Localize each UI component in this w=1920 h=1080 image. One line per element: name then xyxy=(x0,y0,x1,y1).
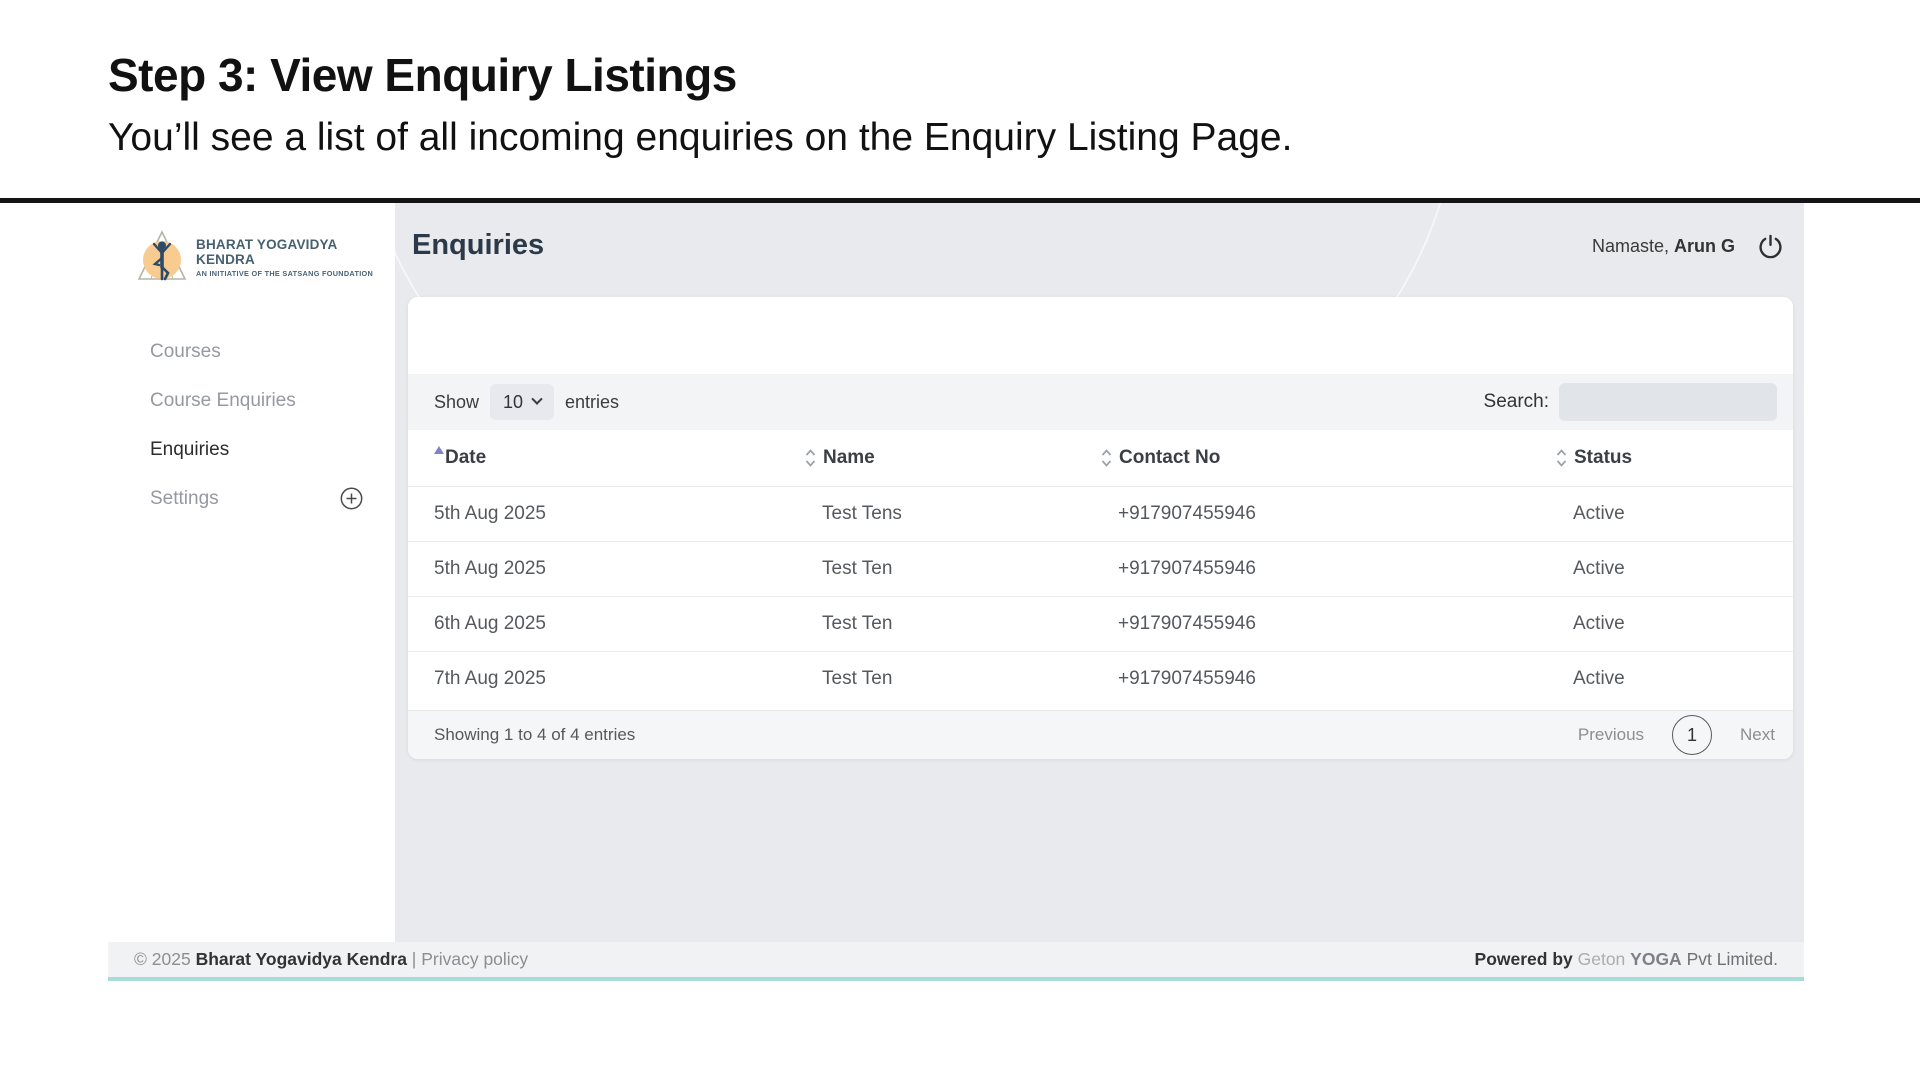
app-window: BHARAT YOGAVIDYA KENDRA AN INITIATIVE OF… xyxy=(108,203,1804,981)
sidebar-item-label: Settings xyxy=(150,488,219,509)
app-footer: © 2025 Bharat Yogavidya Kendra | Privacy… xyxy=(108,942,1804,981)
table-row[interactable]: 5th Aug 2025 Test Tens +917907455946 Act… xyxy=(408,486,1793,541)
table-header-row: Date Name Contact No xyxy=(408,430,1793,486)
sidebar-item-course-enquiries[interactable]: Course Enquiries xyxy=(108,376,395,425)
sidebar-item-enquiries[interactable]: Enquiries xyxy=(108,425,395,474)
column-header-name[interactable]: Name xyxy=(804,447,1100,469)
pagination: Previous 1 Next xyxy=(1578,715,1775,755)
column-label: Name xyxy=(823,447,875,468)
sidebar-item-label: Enquiries xyxy=(150,439,230,460)
org-name-line2: AN INITIATIVE OF THE SATSANG FOUNDATION xyxy=(196,268,374,278)
cell-contact: +917907455946 xyxy=(1118,668,1256,689)
cell-date: 6th Aug 2025 xyxy=(434,613,546,634)
column-label: Date xyxy=(445,447,487,468)
entries-summary: Showing 1 to 4 of 4 entries xyxy=(434,725,636,744)
card-header-blank-area xyxy=(408,297,1793,374)
org-name: BHARAT YOGAVIDYA KENDRA AN INITIATIVE OF… xyxy=(196,237,395,278)
chevron-down-icon xyxy=(531,393,543,405)
cell-status: Active xyxy=(1573,503,1625,524)
powered-suffix: Pvt Limited. xyxy=(1681,949,1778,969)
cell-contact: +917907455946 xyxy=(1118,558,1256,579)
next-page-button[interactable]: Next xyxy=(1740,725,1775,744)
header-user-area: Namaste, Arun G xyxy=(1592,233,1784,260)
cell-date: 5th Aug 2025 xyxy=(434,503,546,524)
sidebar-menu: Courses Course Enquiries Enquiries Setti… xyxy=(108,327,395,523)
greeting-prefix: Namaste, xyxy=(1591,236,1674,256)
page-size-control: Show 10 entries xyxy=(434,384,619,420)
org-logo: BHARAT YOGAVIDYA KENDRA AN INITIATIVE OF… xyxy=(135,229,395,285)
page-size-select[interactable]: 10 xyxy=(490,384,555,420)
cell-status: Active xyxy=(1573,668,1625,689)
search-label: Search: xyxy=(1483,391,1549,412)
yoga-logo-icon xyxy=(137,230,187,281)
cell-name: Test Ten xyxy=(822,613,893,634)
column-label: Status xyxy=(1574,447,1633,468)
table-footer: Showing 1 to 4 of 4 entries Previous 1 N… xyxy=(408,710,1793,759)
copyright-text: © 2025 Bharat Yogavidya Kendra | Privacy… xyxy=(134,949,528,970)
table-controls: Show 10 entries Search: xyxy=(408,374,1793,430)
cell-status: Active xyxy=(1573,558,1625,579)
cell-date: 7th Aug 2025 xyxy=(434,668,546,689)
power-icon[interactable] xyxy=(1757,233,1784,260)
column-label: Contact No xyxy=(1119,447,1221,468)
org-name-line1: BHARAT YOGAVIDYA KENDRA xyxy=(196,236,337,267)
tutorial-step-title: Step 3: View Enquiry Listings xyxy=(108,49,737,101)
cell-date: 5th Aug 2025 xyxy=(434,558,546,579)
search-control: Search: xyxy=(1484,383,1777,421)
sidebar-item-label: Courses xyxy=(150,341,221,362)
sidebar-item-settings[interactable]: Settings xyxy=(108,474,395,523)
sort-chevrons-icon xyxy=(805,449,816,467)
cell-name: Test Ten xyxy=(822,668,893,689)
column-header-status[interactable]: Status xyxy=(1555,447,1793,469)
sidebar-item-courses[interactable]: Courses xyxy=(108,327,395,376)
copyright-prefix: © 2025 xyxy=(134,949,196,969)
table-row[interactable]: 6th Aug 2025 Test Ten +917907455946 Acti… xyxy=(408,596,1793,651)
tutorial-step-subtitle: You’ll see a list of all incoming enquir… xyxy=(108,116,1293,159)
privacy-policy-link[interactable]: | Privacy policy xyxy=(406,949,529,969)
table-row[interactable]: 7th Aug 2025 Test Ten +917907455946 Acti… xyxy=(408,651,1793,706)
brand-light: Geton xyxy=(1577,949,1631,969)
cell-name: Test Ten xyxy=(822,558,893,579)
enquiries-card: Show 10 entries Search: Date xyxy=(408,297,1793,759)
separator-line xyxy=(0,198,1920,203)
search-input[interactable] xyxy=(1559,383,1777,421)
circle-plus-icon[interactable] xyxy=(340,487,363,510)
entries-label: entries xyxy=(565,391,620,412)
sidebar: BHARAT YOGAVIDYA KENDRA AN INITIATIVE OF… xyxy=(108,203,395,942)
user-name: Arun G xyxy=(1674,236,1735,256)
powered-prefix: Powered by xyxy=(1474,949,1578,969)
sort-chevrons-icon xyxy=(1101,449,1112,467)
cell-contact: +917907455946 xyxy=(1118,613,1256,634)
page-title: Enquiries xyxy=(412,229,545,261)
column-header-date[interactable]: Date xyxy=(408,446,804,469)
greeting-text: Namaste, Arun G xyxy=(1592,236,1735,257)
previous-page-button[interactable]: Previous xyxy=(1577,725,1645,744)
sort-chevrons-icon xyxy=(1556,449,1567,467)
sort-ascending-triangle-icon xyxy=(434,446,444,454)
cell-status: Active xyxy=(1573,613,1625,634)
page-size-value: 10 xyxy=(503,391,524,412)
column-header-contact-no[interactable]: Contact No xyxy=(1100,447,1555,469)
brand-bold: YOGA xyxy=(1630,949,1682,969)
cell-name: Test Tens xyxy=(822,503,902,524)
powered-by-text: Powered by Geton YOGA Pvt Limited. xyxy=(1475,949,1778,970)
table-row[interactable]: 5th Aug 2025 Test Ten +917907455946 Acti… xyxy=(408,541,1793,596)
org-footer-name: Bharat Yogavidya Kendra xyxy=(195,949,407,969)
sidebar-item-label: Course Enquiries xyxy=(150,390,296,411)
current-page-button[interactable]: 1 xyxy=(1672,715,1713,755)
cell-contact: +917907455946 xyxy=(1118,503,1256,524)
show-label: Show xyxy=(434,391,480,412)
